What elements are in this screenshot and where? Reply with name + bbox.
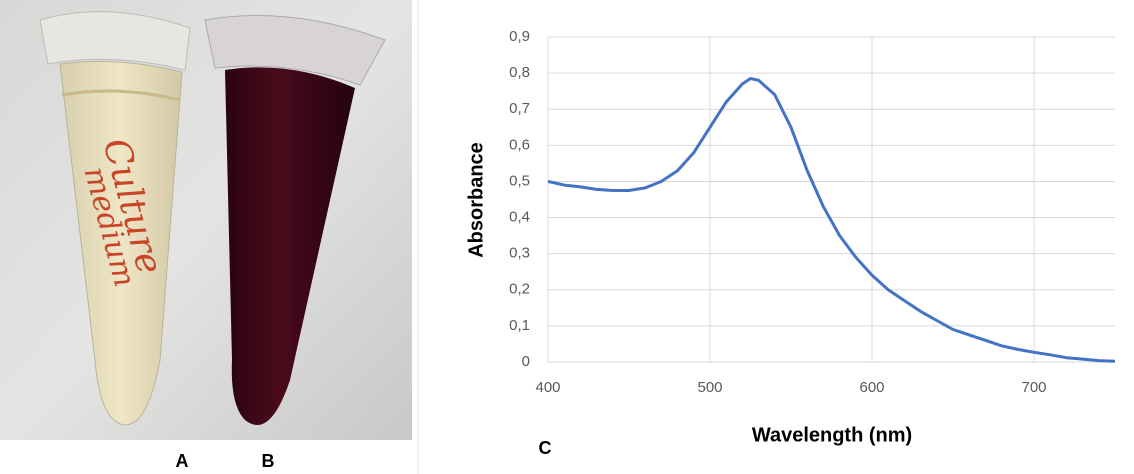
y-axis-label: Absorbance bbox=[465, 142, 487, 258]
y-tick-label: 0,6 bbox=[509, 136, 530, 153]
x-axis-label: Wavelength (nm) bbox=[752, 424, 912, 446]
y-tick-label: 0,8 bbox=[509, 64, 530, 81]
x-tick-label: 700 bbox=[1021, 379, 1046, 396]
y-tick-label: 0,5 bbox=[509, 172, 530, 189]
panel-label: C bbox=[539, 438, 552, 458]
y-tick-label: 0 bbox=[522, 353, 530, 370]
panel-label: B bbox=[262, 451, 275, 471]
x-tick-label: 500 bbox=[697, 379, 722, 396]
y-tick-label: 0,4 bbox=[509, 209, 530, 226]
photo: Culture medium bbox=[0, 0, 412, 440]
data-line bbox=[547, 77, 1116, 363]
x-tick-label: 600 bbox=[859, 379, 884, 396]
y-tick-label: 0,2 bbox=[509, 281, 530, 298]
y-tick-label: 0,3 bbox=[509, 245, 530, 262]
panel-label: A bbox=[176, 451, 189, 471]
y-tick-label: 0,7 bbox=[509, 100, 530, 117]
x-tick-label: 400 bbox=[535, 379, 560, 396]
y-tick-label: 0,1 bbox=[509, 317, 530, 334]
y-tick-label: 0,9 bbox=[509, 28, 530, 45]
